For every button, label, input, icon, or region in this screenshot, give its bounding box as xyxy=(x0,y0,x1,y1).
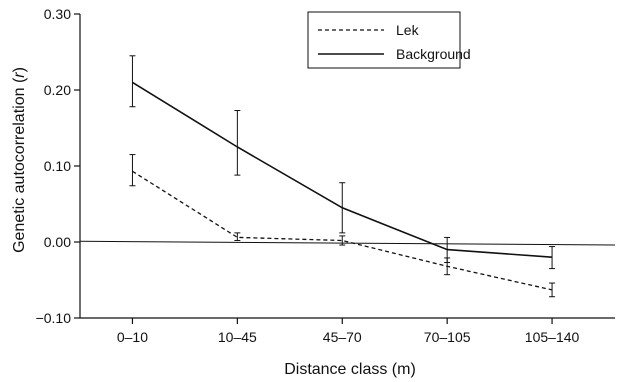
zero-reference-line xyxy=(79,240,616,246)
y-axis-label-suffix: ) xyxy=(11,67,28,72)
y-tick-label: 0.30 xyxy=(44,6,71,22)
error-bar-lek xyxy=(339,235,346,246)
legend: Lek Background xyxy=(307,11,471,69)
x-ticks: 0–10 10–45 45–70 70–105 105–140 xyxy=(117,318,580,345)
x-axis-label: Distance class (m) xyxy=(284,361,416,378)
reference-line-layer xyxy=(79,240,616,246)
x-tick-label: 10–45 xyxy=(218,329,257,345)
y-ticks: −0.10 0.00 0.10 0.20 0.30 xyxy=(36,6,80,326)
series-layer xyxy=(129,55,556,298)
x-tick-label: 0–10 xyxy=(117,329,148,345)
error-bar-lek xyxy=(234,232,241,241)
error-bar-background xyxy=(549,246,556,270)
y-tick-label: 0.20 xyxy=(44,82,71,98)
error-bar-background xyxy=(444,236,451,264)
error-bar-background xyxy=(129,55,136,108)
error-bar-background xyxy=(339,182,346,234)
y-tick-label: −0.10 xyxy=(36,310,72,326)
error-bar-background xyxy=(234,110,241,176)
series-line-lek xyxy=(132,170,553,291)
error-bar-lek xyxy=(129,154,136,187)
legend-label-lek: Lek xyxy=(396,22,420,38)
y-axis-label-prefix: Genetic autocorrelation ( xyxy=(11,77,28,253)
y-tick-label: 0.00 xyxy=(44,234,71,250)
y-tick-label: 0.10 xyxy=(44,158,71,174)
y-axis-label-variable: r xyxy=(11,72,28,78)
error-bar-lek xyxy=(549,282,556,298)
y-axis-label: Genetic autocorrelation (r) xyxy=(11,67,28,253)
legend-label-background: Background xyxy=(396,46,471,62)
x-tick-label: 70–105 xyxy=(424,329,471,345)
x-tick-label: 105–140 xyxy=(525,329,580,345)
legend-box xyxy=(307,11,461,69)
x-tick-label: 45–70 xyxy=(323,329,362,345)
